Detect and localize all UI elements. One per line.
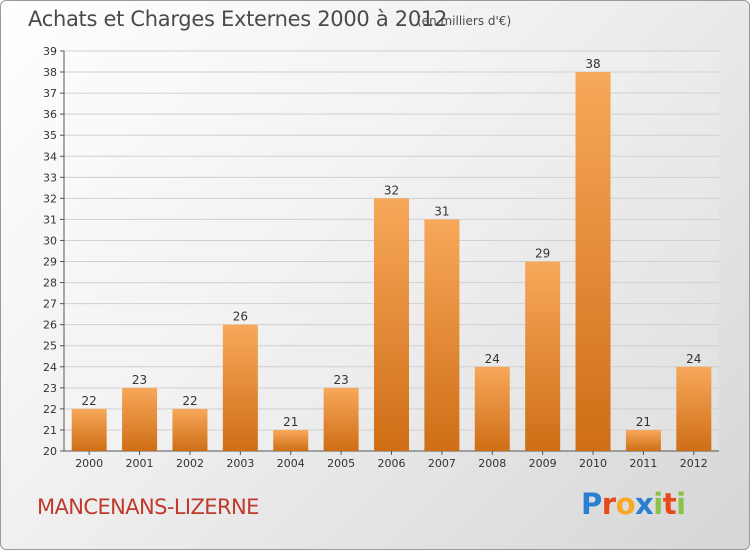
bar <box>273 429 309 451</box>
bar <box>122 387 158 451</box>
y-tick-label: 23 <box>43 382 57 395</box>
y-tick-label: 28 <box>43 277 57 290</box>
data-label: 21 <box>636 415 651 429</box>
bar <box>525 261 561 451</box>
y-tick-label: 21 <box>43 424 57 437</box>
bar <box>424 219 460 451</box>
x-tick-label: 2000 <box>75 457 103 470</box>
chart-title: Achats et Charges Externes 2000 à 2012 <box>28 7 448 31</box>
x-tick-label: 2007 <box>428 457 456 470</box>
y-tick-label: 35 <box>43 129 57 142</box>
y-tick-label: 36 <box>43 108 57 121</box>
logo-letter: o <box>615 487 636 521</box>
x-tick-label: 2001 <box>126 457 154 470</box>
x-tick-label: 2006 <box>378 457 406 470</box>
bar <box>323 387 359 451</box>
logo-letter: t <box>662 487 677 521</box>
logo-letter: i <box>676 487 686 521</box>
chart-subtitle: (en milliers d'€) <box>417 14 512 28</box>
data-label: 23 <box>132 373 147 387</box>
y-tick-label: 24 <box>43 361 57 374</box>
x-tick-label: 2009 <box>529 457 557 470</box>
data-label: 22 <box>182 394 197 408</box>
bar <box>575 72 611 451</box>
y-tick-label: 34 <box>43 150 57 163</box>
data-label: 24 <box>485 352 500 366</box>
proxiti-logo[interactable]: Proxiti <box>581 487 686 521</box>
x-tick-label: 2004 <box>277 457 305 470</box>
data-label: 29 <box>535 247 550 261</box>
data-label: 23 <box>333 373 348 387</box>
data-label: 32 <box>384 183 399 197</box>
y-tick-label: 27 <box>43 298 57 311</box>
bar <box>474 366 510 451</box>
logo-letter: i <box>653 487 663 521</box>
y-tick-label: 20 <box>43 445 57 458</box>
x-tick-label: 2008 <box>478 457 506 470</box>
y-tick-label: 38 <box>43 66 57 79</box>
bar <box>71 408 107 451</box>
data-label: 26 <box>233 310 248 324</box>
x-tick-label: 2011 <box>629 457 657 470</box>
bar <box>676 366 712 451</box>
x-tick-label: 2005 <box>327 457 355 470</box>
commune-name: MANCENANS-LIZERNE <box>37 495 259 519</box>
y-tick-label: 39 <box>43 45 57 58</box>
data-label: 22 <box>82 394 97 408</box>
data-label: 21 <box>283 415 298 429</box>
logo-letter: x <box>635 487 654 521</box>
y-tick-label: 26 <box>43 319 57 332</box>
y-tick-label: 32 <box>43 192 57 205</box>
bar <box>374 198 409 451</box>
data-label: 38 <box>585 57 600 71</box>
y-tick-label: 30 <box>43 234 57 247</box>
x-tick-label: 2012 <box>680 457 708 470</box>
y-tick-label: 22 <box>43 403 57 416</box>
bar <box>222 324 258 451</box>
x-tick-label: 2002 <box>176 457 204 470</box>
y-tick-label: 29 <box>43 256 57 269</box>
data-label: 31 <box>434 204 449 218</box>
x-tick-label: 2010 <box>579 457 607 470</box>
bar <box>625 429 661 451</box>
y-tick-label: 31 <box>43 213 57 226</box>
x-tick-label: 2003 <box>226 457 254 470</box>
data-label: 24 <box>686 352 701 366</box>
bar <box>172 408 208 451</box>
y-tick-label: 25 <box>43 340 57 353</box>
y-tick-label: 37 <box>43 87 57 100</box>
logo-letter: r <box>601 487 616 521</box>
y-tick-label: 33 <box>43 171 57 184</box>
logo-letter: P <box>581 487 602 521</box>
